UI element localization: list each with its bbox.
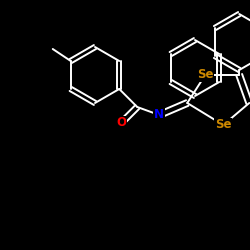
Text: Se: Se — [215, 118, 232, 132]
Text: O: O — [116, 116, 126, 130]
Text: Se: Se — [197, 68, 214, 82]
Text: N: N — [154, 108, 164, 122]
